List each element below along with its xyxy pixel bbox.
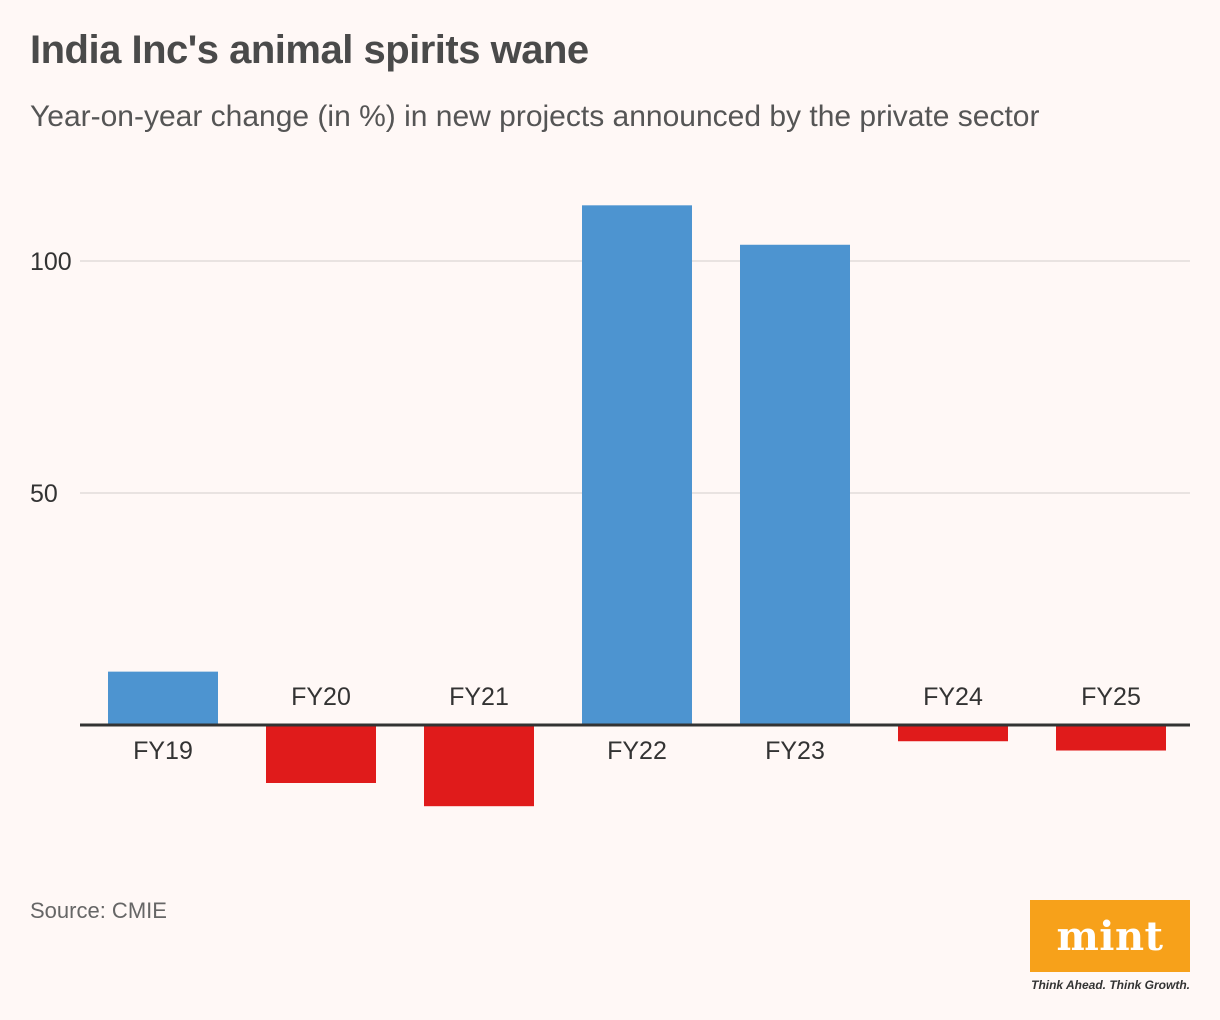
x-label-fy19: FY19 bbox=[133, 737, 193, 765]
bar-fy25 bbox=[1056, 725, 1166, 751]
x-label-fy23: FY23 bbox=[765, 737, 825, 765]
x-label-fy20: FY20 bbox=[291, 683, 351, 711]
bar-fy20 bbox=[266, 725, 376, 783]
x-label-fy25: FY25 bbox=[1081, 683, 1141, 711]
y-tick-label-100: 100 bbox=[30, 248, 72, 276]
chart-title: India Inc's animal spirits wane bbox=[30, 28, 589, 72]
brand-logo: mint bbox=[1030, 900, 1190, 972]
x-label-fy24: FY24 bbox=[923, 683, 983, 711]
y-tick-label-50: 50 bbox=[30, 480, 58, 508]
bar-fy22 bbox=[582, 205, 692, 725]
source-note: Source: CMIE bbox=[30, 898, 167, 923]
bar-fy23 bbox=[740, 244, 850, 725]
bar-fy21 bbox=[424, 725, 534, 807]
brand-logo-text: mint bbox=[1056, 912, 1164, 960]
x-label-fy22: FY22 bbox=[607, 737, 667, 765]
bar-fy19 bbox=[108, 671, 218, 725]
bar-chart: 50 100 FY19 FY20 FY21 FY22 FY23 FY24 FY25 bbox=[30, 205, 1190, 807]
bar-fy24 bbox=[898, 725, 1008, 742]
x-label-fy21: FY21 bbox=[449, 683, 509, 711]
chart-subtitle: Year-on-year change (in %) in new projec… bbox=[30, 100, 1040, 133]
brand-tagline: Think Ahead. Think Growth. bbox=[1031, 978, 1190, 992]
